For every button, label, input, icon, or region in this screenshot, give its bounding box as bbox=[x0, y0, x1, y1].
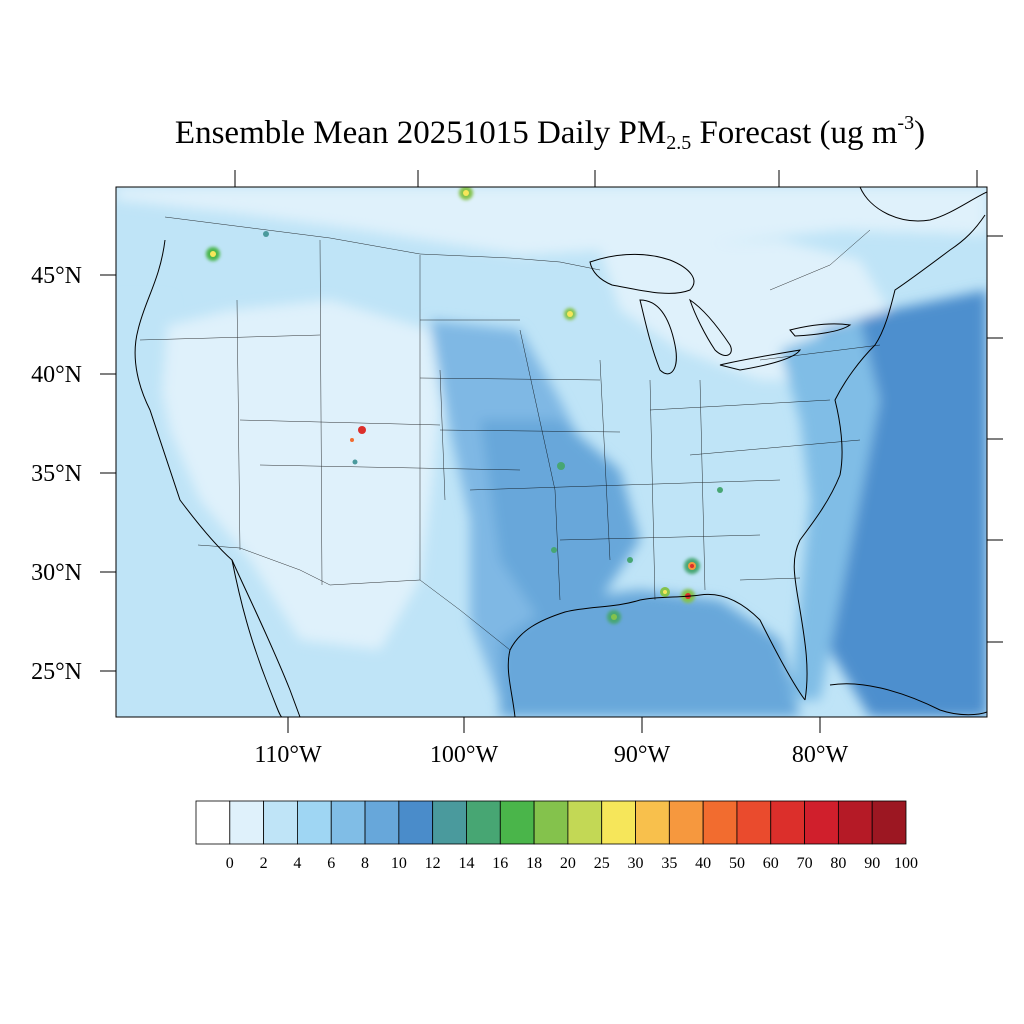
lat-label-45: 45°N bbox=[31, 263, 82, 289]
title-superscript: -3 bbox=[897, 112, 915, 134]
title-rest: Forecast (ug m bbox=[691, 115, 898, 151]
colorbar-label: 2 bbox=[260, 855, 268, 872]
hotspot-alabama bbox=[684, 558, 700, 574]
hotspots bbox=[206, 187, 723, 624]
lat-label-40: 40°N bbox=[31, 362, 82, 388]
colorbar-swatch bbox=[567, 800, 603, 845]
lon-label-80w: 80°W bbox=[792, 742, 849, 768]
colorbar-swatch bbox=[297, 800, 332, 845]
colorbar-swatch bbox=[229, 800, 265, 845]
field-atlantic-coast bbox=[780, 320, 880, 700]
lon-label-110w: 110°W bbox=[254, 742, 322, 768]
colorbar-label: 8 bbox=[361, 855, 369, 872]
field-north bbox=[116, 187, 987, 255]
colorbar-swatch bbox=[668, 800, 704, 845]
latitude-labels: 45°N 40°N 35°N 30°N 25°N bbox=[31, 263, 82, 685]
colorbar-swatch bbox=[601, 800, 636, 845]
lat-label-30: 30°N bbox=[31, 560, 82, 586]
colorbar-label: 4 bbox=[293, 855, 301, 872]
state-borders bbox=[139, 216, 881, 651]
colorbar-label: 90 bbox=[864, 855, 880, 872]
plot-frame bbox=[115, 186, 988, 718]
colorbar-swatch bbox=[364, 800, 400, 845]
colorbar-label: 30 bbox=[628, 855, 644, 872]
title-main: Ensemble Mean 20251015 Daily PM bbox=[174, 115, 667, 151]
lat-label-25: 25°N bbox=[31, 659, 82, 685]
colorbar-swatch bbox=[635, 800, 670, 845]
colorbar-swatch bbox=[330, 800, 366, 845]
hotspot-colorado bbox=[350, 426, 366, 465]
colorbar-swatch bbox=[466, 800, 501, 845]
colorbar: 0 2 4 6 8 10 12 14 16 18 20 25 30 35 40 50 60 70 80 90 100 bbox=[195, 800, 918, 872]
colorbar-swatch bbox=[432, 800, 467, 845]
left-ticks bbox=[100, 274, 116, 672]
colorbar-label: 70 bbox=[797, 855, 813, 872]
title-close: ) bbox=[914, 115, 926, 151]
colorbar-label: 60 bbox=[763, 855, 779, 872]
colorbar-swatch bbox=[702, 800, 738, 845]
colorbar-label: 100 bbox=[894, 855, 918, 872]
colorbar-label: 6 bbox=[327, 855, 335, 872]
lat-label-35: 35°N bbox=[31, 461, 82, 487]
colorbar-swatch bbox=[195, 800, 231, 845]
colorbar-swatch bbox=[871, 800, 907, 845]
colorbar-label: 18 bbox=[526, 855, 542, 872]
colorbar-swatch bbox=[736, 800, 772, 845]
colorbar-swatch bbox=[770, 800, 805, 845]
colorbar-label: 0 bbox=[226, 855, 234, 872]
hotspot-washington bbox=[206, 247, 220, 261]
colorbar-swatch bbox=[804, 800, 839, 845]
longitude-labels: 110°W 100°W 90°W 80°W bbox=[254, 742, 848, 768]
hotspot-canada-north bbox=[459, 187, 473, 200]
colorbar-label: 14 bbox=[458, 855, 474, 872]
right-ticks bbox=[987, 235, 1003, 643]
colorbar-label: 35 bbox=[661, 855, 677, 872]
colorbar-label: 16 bbox=[492, 855, 508, 872]
colorbar-label: 50 bbox=[729, 855, 745, 872]
colorbar-label: 10 bbox=[391, 855, 407, 872]
colorbar-swatch bbox=[263, 800, 298, 845]
colorbar-label: 25 bbox=[594, 855, 610, 872]
colorbar-swatch bbox=[398, 800, 434, 845]
lon-label-100w: 100°W bbox=[430, 742, 499, 768]
map-title: Ensemble Mean 20251015 Daily PM2.5 Forec… bbox=[0, 112, 1024, 155]
colorbar-swatch bbox=[837, 800, 873, 845]
colorbar-swatch bbox=[499, 800, 535, 845]
hotspot-louisiana bbox=[607, 610, 621, 624]
title-subscript: 2.5 bbox=[666, 132, 692, 154]
colorbar-label: 12 bbox=[425, 855, 441, 872]
lon-label-90w: 90°W bbox=[614, 742, 671, 768]
colorbar-label: 40 bbox=[695, 855, 711, 872]
field-gulf bbox=[500, 590, 800, 717]
bottom-ticks bbox=[287, 717, 821, 733]
pm25-field bbox=[116, 187, 987, 717]
top-ticks bbox=[234, 170, 978, 187]
colorbar-label: 80 bbox=[830, 855, 846, 872]
hotspot-misc bbox=[263, 231, 723, 563]
colorbar-swatch bbox=[533, 800, 569, 845]
colorbar-label: 20 bbox=[560, 855, 576, 872]
field-pacific bbox=[116, 300, 260, 717]
field-west bbox=[150, 300, 440, 650]
hotspot-wisconsin bbox=[564, 308, 576, 320]
